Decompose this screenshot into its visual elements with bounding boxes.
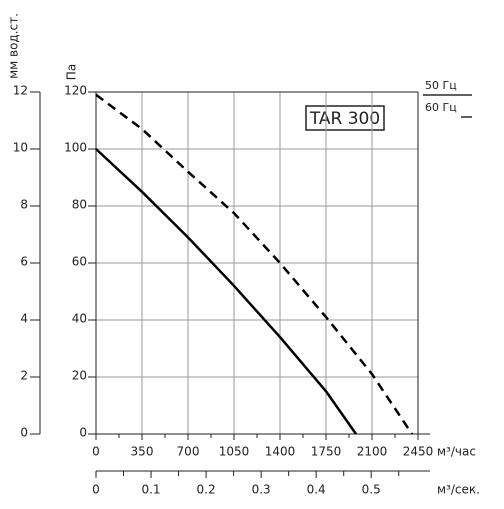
y-tick-label: 40 [72,312,87,326]
y-tick-label: 20 [72,369,87,383]
y-tick-label: 120 [64,84,87,98]
x2-tick-label: 0.1 [141,483,160,497]
x-tick-label: 700 [177,445,200,459]
y2-tick-label: 12 [13,84,28,98]
x2-tick-label: 0.3 [252,483,271,497]
x2-tick-label: 0.5 [362,483,381,497]
y2-tick-label: 10 [13,141,28,155]
x2-tick-label: 0.4 [307,483,326,497]
curve [95,148,358,435]
x-tick-label: 350 [131,445,154,459]
y-tick-label: 60 [72,255,87,269]
y2-tick-label: 8 [20,198,28,212]
y2-tick-label: 2 [20,369,28,383]
x-tick-label: 1400 [265,445,296,459]
legend-label: 50 Гц [425,79,457,92]
y2-tick-label: 4 [20,312,28,326]
x2-tick-label: 0.2 [197,483,216,497]
y-tick-label: 80 [72,198,87,212]
x-tick-label: 2450 [403,445,434,459]
x2-tick-label: 0 [92,483,100,497]
x2-axis-label: м³/сек. [437,483,480,497]
y-axis-label: Па [65,64,79,80]
legend-label: 60 Гц [425,101,457,114]
y2-tick-label: 6 [20,255,28,269]
x-tick-label: 1750 [311,445,342,459]
y-tick-label: 100 [64,141,87,155]
y-tick-label: 0 [79,426,87,440]
x-tick-label: 2100 [357,445,388,459]
y2-axis-label: мм вод.ст. [7,13,21,79]
curve [95,93,414,435]
x-tick-label: 0 [92,445,100,459]
x-axis-label: м³/час [437,445,476,459]
title-box [305,105,385,131]
x-tick-label: 1050 [219,445,250,459]
chart-title: TAR 300 [309,109,380,129]
y2-tick-label: 0 [20,426,28,440]
